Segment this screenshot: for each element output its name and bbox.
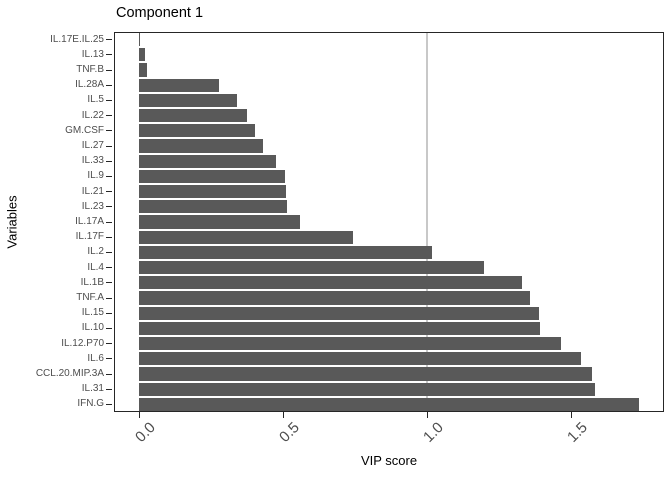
- y-tick: [106, 343, 112, 345]
- bar: [139, 93, 237, 107]
- y-tick-label: TNF.A: [76, 292, 104, 303]
- x-tick: [571, 412, 572, 418]
- chart-title: Component 1: [116, 5, 204, 21]
- y-tick-label: IL.33: [81, 155, 104, 167]
- x-tick: [283, 412, 284, 418]
- y-tick: [106, 403, 112, 405]
- x-tick: [427, 412, 428, 418]
- bar: [139, 397, 639, 411]
- x-tick-label: 0.5: [276, 419, 304, 446]
- y-tick: [106, 175, 112, 177]
- bar: [139, 352, 581, 366]
- y-tick: [106, 251, 112, 253]
- bar: [139, 185, 286, 199]
- y-axis-title: Variables: [4, 195, 20, 249]
- bar: [139, 382, 595, 396]
- y-tick: [106, 145, 112, 147]
- y-tick: [106, 99, 112, 101]
- y-tick: [106, 115, 112, 117]
- y-tick-label: IL.15: [81, 307, 104, 319]
- y-tick-label: IL.4: [87, 261, 104, 273]
- y-tick-label: IL.21: [81, 185, 104, 197]
- y-tick: [106, 297, 112, 299]
- bar: [139, 63, 148, 77]
- bar: [139, 321, 540, 335]
- y-tick-label: IL.1B: [80, 276, 104, 288]
- bar: [139, 261, 484, 275]
- y-tick-label: IL.23: [81, 200, 104, 212]
- bar: [139, 230, 353, 244]
- y-tick: [106, 236, 112, 238]
- bar: [139, 200, 288, 214]
- y-tick: [106, 54, 112, 56]
- y-tick-label: IL.27: [81, 140, 104, 151]
- bar: [139, 33, 141, 47]
- x-axis-title: VIP score: [360, 453, 418, 468]
- bar: [139, 169, 286, 183]
- y-tick-label: IL.22: [81, 109, 104, 121]
- y-tick: [106, 327, 112, 329]
- y-tick-label: IFN.G: [77, 398, 104, 410]
- y-tick-label: IL.2: [87, 246, 104, 258]
- y-tick-label: IL.12.P70: [61, 337, 104, 349]
- y-tick: [106, 388, 112, 390]
- x-tick-label: 1.0: [420, 419, 448, 446]
- y-tick-label: IL.13: [81, 48, 104, 60]
- y-tick: [106, 206, 112, 208]
- y-tick-label: GM.CSF: [65, 124, 104, 136]
- bar: [139, 245, 432, 259]
- bar: [139, 139, 263, 153]
- reference-line: [426, 32, 428, 412]
- y-tick: [106, 69, 112, 71]
- y-tick-label: CCL.20.MIP.3A: [35, 368, 104, 379]
- y-tick: [106, 130, 112, 132]
- bar: [139, 124, 256, 138]
- y-tick-label: IL.9: [87, 170, 104, 182]
- x-tick-label: 0.0: [132, 419, 160, 446]
- y-tick-label: IL.17A: [75, 216, 104, 227]
- bar: [139, 48, 146, 62]
- y-tick-label: IL.17E.IL.25: [50, 33, 104, 45]
- y-tick-label: IL.31: [81, 383, 104, 395]
- y-tick: [106, 358, 112, 360]
- y-tick: [106, 221, 112, 223]
- y-tick: [106, 373, 112, 375]
- y-tick-label: TNF.B: [76, 64, 104, 75]
- bar: [139, 306, 539, 320]
- y-tick: [106, 312, 112, 314]
- y-tick: [106, 267, 112, 269]
- bar: [139, 291, 530, 305]
- y-tick: [106, 191, 112, 193]
- bar: [139, 109, 247, 123]
- bar: [139, 367, 592, 381]
- y-tick: [106, 282, 112, 284]
- y-tick-label: IL.5: [87, 94, 104, 106]
- bar: [139, 337, 561, 351]
- y-tick-label: IL.17F: [75, 231, 104, 243]
- bar: [139, 78, 220, 92]
- y-tick-label: IL.10: [81, 322, 104, 334]
- y-tick: [106, 160, 112, 162]
- x-tick-label: 1.5: [564, 419, 592, 446]
- plot-panel-border: [114, 32, 664, 412]
- y-tick: [106, 39, 112, 41]
- bar: [139, 215, 300, 229]
- bar: [139, 154, 276, 168]
- bar: [139, 276, 523, 290]
- x-tick: [139, 412, 140, 418]
- y-tick: [106, 84, 112, 86]
- y-tick-label: IL.28A: [75, 79, 104, 91]
- y-tick-label: IL.6: [87, 352, 104, 364]
